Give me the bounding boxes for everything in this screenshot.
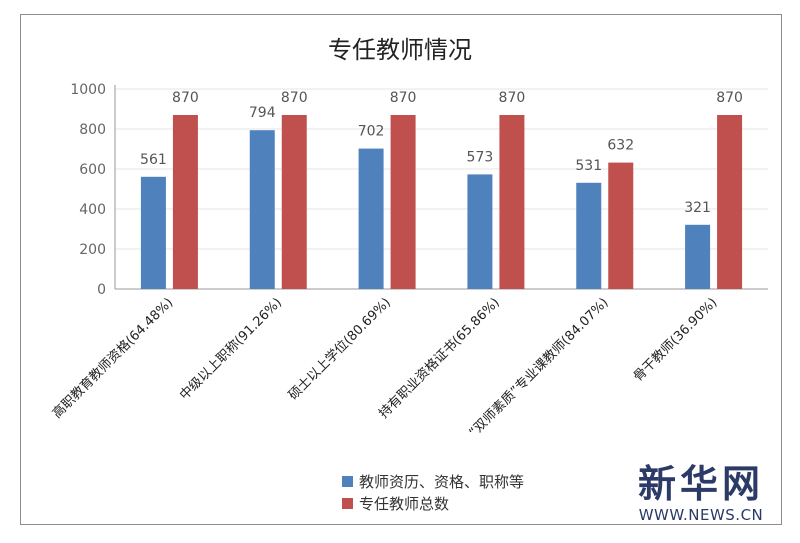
bar-series-1: [140, 176, 166, 289]
bar-series-1: [467, 174, 493, 289]
x-category-label: 高职教育教师资格(64.48%): [49, 295, 176, 422]
legend-swatch-series-2: [342, 497, 353, 509]
watermark-logo-text: 新华网: [637, 462, 764, 506]
bar-series-1: [358, 148, 384, 289]
xinhua-watermark: 新华网 WWW.NEWS.CN: [626, 462, 776, 524]
bar-series-1: [249, 130, 275, 289]
legend-item-series-1: 教师资历、资格、职称等: [342, 470, 524, 492]
chart-title: 专任教师情况: [328, 36, 472, 64]
legend: 教师资历、资格、职称等 专任教师总数: [342, 470, 524, 514]
y-tick-label: 800: [79, 122, 106, 138]
bar-series-2: [717, 115, 743, 289]
bar-series-2: [390, 115, 416, 289]
data-label: 794: [249, 105, 276, 121]
bar-series-2: [608, 162, 634, 289]
x-category-label: 中级以上职称(91.26%): [177, 295, 285, 403]
data-label: 632: [607, 138, 634, 154]
watermark-url: WWW.NEWS.CN: [638, 506, 764, 524]
x-category-label: 骨干教师(36.90%): [630, 295, 720, 385]
y-tick-label: 600: [79, 162, 106, 178]
x-category-label: 持有职业资格证书(65.86%): [376, 295, 503, 422]
legend-item-series-2: 专任教师总数: [342, 492, 524, 514]
bar-series-1: [576, 182, 602, 289]
data-label: 870: [499, 90, 526, 106]
data-label: 870: [172, 90, 199, 106]
x-category-label: 硕士以上学位(80.69%): [285, 295, 394, 404]
data-label: 573: [467, 149, 494, 165]
data-label: 321: [684, 200, 711, 216]
bar-series-2: [499, 115, 525, 289]
bar-series-1: [685, 224, 711, 289]
data-label: 870: [716, 90, 743, 106]
legend-label-series-2: 专任教师总数: [359, 494, 450, 513]
y-tick-label: 200: [79, 242, 106, 258]
y-tick-label: 1000: [70, 82, 106, 98]
bar-series-2: [172, 115, 198, 289]
y-tick-label: 400: [79, 202, 106, 218]
data-label: 561: [140, 152, 167, 168]
data-label: 870: [281, 90, 308, 106]
y-tick-label: 0: [97, 282, 106, 298]
bar-series-2: [281, 115, 307, 289]
legend-swatch-series-1: [342, 475, 353, 487]
data-label: 531: [575, 158, 602, 174]
data-label: 870: [390, 90, 417, 106]
legend-label-series-1: 教师资历、资格、职称等: [359, 472, 525, 491]
data-label: 702: [358, 124, 385, 140]
